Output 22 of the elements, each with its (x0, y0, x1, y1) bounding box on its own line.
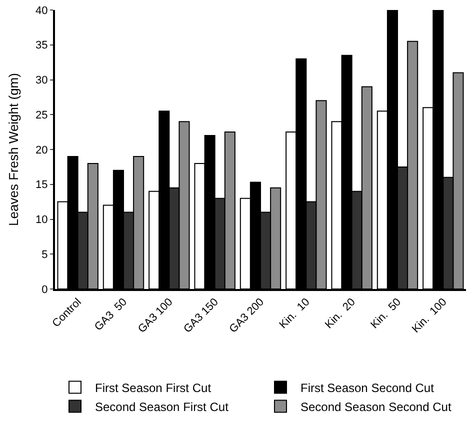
y-tick-label: 20 (36, 144, 48, 156)
legend-label: Second Season First Cut (95, 400, 230, 414)
y-tick-label: 25 (36, 109, 48, 122)
y-tick-label: 0 (42, 284, 48, 296)
x-tick-label: Kin. 100 (410, 296, 450, 336)
x-tick-label: Kin. 50 (368, 296, 404, 332)
legend-label: First Season First Cut (95, 380, 212, 395)
y-tick-label: 30 (36, 74, 48, 87)
x-tick-label: Kin. 20 (322, 296, 358, 332)
x-tick-label: Kin. 10 (277, 296, 312, 332)
y-tick-label: 40 (36, 4, 48, 17)
y-tick-label: 15 (36, 179, 48, 192)
x-tick-label: GA3 100 (136, 296, 176, 336)
x-tick-label: GA3 50 (92, 296, 130, 334)
y-tick-label: 5 (42, 248, 48, 261)
y-tick-label: 35 (36, 40, 48, 52)
legend-label: First Season Second Cut (300, 380, 435, 395)
x-tick-label: GA3 150 (182, 296, 221, 336)
x-tick-label: GA3 200 (227, 296, 267, 336)
y-axis-title: Leaves Fresh Weight (gm) (6, 73, 21, 226)
y-tick-label: 10 (36, 214, 48, 226)
legend-label: Second Season Second Cut (300, 400, 452, 414)
